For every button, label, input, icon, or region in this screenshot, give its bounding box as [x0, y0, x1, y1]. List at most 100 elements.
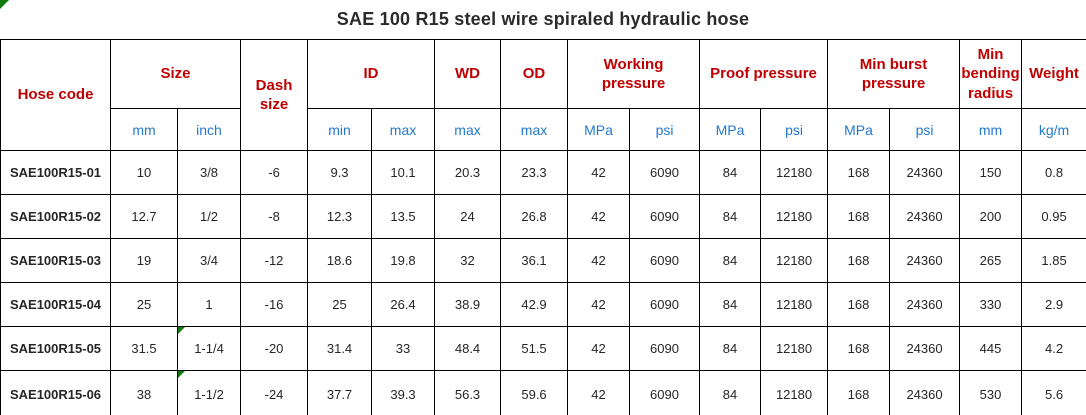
value-cell: 12180 [760, 326, 829, 371]
value-cell: 51.5 [500, 326, 569, 371]
value-cell: 20.3 [434, 150, 502, 195]
value-cell: -8 [240, 194, 309, 239]
value-cell: 38 [110, 370, 178, 415]
unit-header-wp-psi: psi [629, 108, 701, 151]
value-label: 31.4 [326, 341, 353, 356]
hose-code-label: SAE100R15-03 [9, 253, 102, 268]
unit-label: inch [196, 121, 222, 138]
value-cell: 2.9 [1021, 282, 1086, 327]
value-label: 6090 [650, 209, 679, 224]
hose-code-cell: SAE100R15-01 [0, 150, 111, 195]
value-cell: 24360 [889, 238, 961, 283]
value-label: 168 [847, 253, 870, 268]
value-label: 6090 [650, 297, 679, 312]
value-label: 200 [979, 209, 1002, 224]
value-cell: 25 [110, 282, 178, 327]
excel-flag-icon [178, 371, 185, 378]
value-cell: 42.9 [500, 282, 569, 327]
value-label: 42.9 [521, 297, 547, 312]
value-cell: 19.8 [371, 238, 436, 283]
value-cell: 1-1/4 [176, 326, 242, 371]
value-cell: 18.6 [307, 238, 373, 283]
value-label: 25 [332, 297, 347, 312]
excel-flag-icon [178, 327, 185, 334]
value-cell: 5.6 [1021, 370, 1086, 415]
value-label: 10 [136, 165, 152, 180]
col-header-label: Hose code [17, 86, 94, 104]
value-label: 84 [722, 253, 738, 268]
value-label: 42 [591, 253, 606, 268]
value-cell: 168 [827, 238, 891, 283]
value-label: 4.2 [1044, 341, 1064, 356]
value-label: 48.4 [454, 341, 481, 356]
value-label: 24360 [906, 341, 943, 356]
value-label: -20 [264, 341, 284, 356]
value-cell: 42 [567, 282, 631, 327]
value-label: 3/8 [199, 165, 219, 180]
unit-header-wp-mpa: MPa [567, 108, 631, 151]
value-label: 42 [591, 386, 606, 402]
value-cell: 42 [567, 194, 631, 239]
col-header-label: Weight [1029, 65, 1079, 83]
value-label: 42 [591, 341, 606, 356]
value-cell: 168 [827, 370, 891, 415]
unit-label: max [454, 121, 481, 138]
value-label: 5.6 [1044, 386, 1064, 402]
value-cell: 6090 [629, 326, 701, 371]
value-cell: 530 [959, 370, 1023, 415]
col-header-hose-code: Hose code [0, 39, 111, 151]
value-label: 39.3 [390, 386, 416, 402]
col-header-label: Size [160, 65, 191, 83]
unit-header-od-max: max [500, 108, 569, 151]
value-cell: 1/2 [176, 194, 242, 239]
value-cell: -24 [240, 370, 309, 415]
value-label: 168 [847, 297, 870, 312]
value-label: 84 [722, 386, 738, 402]
value-label: 12180 [775, 386, 813, 402]
value-label: 1-1/4 [194, 341, 224, 356]
value-label: 330 [979, 297, 1002, 312]
value-label: 42 [591, 209, 606, 224]
hose-code-label: SAE100R15-05 [9, 341, 102, 356]
value-cell: 265 [959, 238, 1023, 283]
value-cell: 24360 [889, 370, 961, 415]
unit-label: max [520, 121, 548, 138]
value-label: 12180 [775, 297, 813, 312]
unit-header-pp-mpa: MPa [699, 108, 762, 151]
value-cell: 23.3 [500, 150, 569, 195]
value-cell: 84 [699, 238, 762, 283]
unit-header-pp-psi: psi [760, 108, 829, 151]
value-cell: 12180 [760, 194, 829, 239]
value-label: 24 [460, 209, 475, 224]
col-header-label: WD [455, 65, 481, 83]
value-cell: 168 [827, 150, 891, 195]
value-label: 265 [979, 253, 1002, 268]
value-cell: 24 [434, 194, 502, 239]
value-cell: 48.4 [434, 326, 502, 371]
col-header-label: Working pressure [601, 55, 666, 93]
value-label: 0.8 [1044, 165, 1064, 180]
page-title: SAE 100 R15 steel wire spiraled hydrauli… [336, 9, 750, 29]
hose-code-cell: SAE100R15-06 [0, 370, 111, 415]
value-cell: 84 [699, 194, 762, 239]
value-label: 1 [205, 297, 213, 312]
value-label: 1-1/2 [194, 386, 224, 402]
value-cell: 24360 [889, 282, 961, 327]
value-label: 26.8 [521, 209, 547, 224]
value-label: 38 [136, 386, 152, 402]
value-cell: 84 [699, 326, 762, 371]
col-header-label: Min burst pressure [859, 55, 928, 93]
col-header-working-pressure: Working pressure [567, 39, 701, 109]
value-label: 37.7 [326, 386, 353, 402]
value-label: 150 [979, 165, 1002, 180]
value-label: 18.6 [326, 253, 353, 268]
value-label: 168 [847, 341, 870, 356]
value-label: 12180 [775, 341, 813, 356]
col-header-id: ID [307, 39, 436, 109]
value-cell: 42 [567, 150, 631, 195]
value-cell: 1-1/2 [176, 370, 242, 415]
value-cell: 200 [959, 194, 1023, 239]
value-label: 0.95 [1041, 209, 1067, 224]
value-label: 168 [847, 165, 870, 180]
value-cell: 12180 [760, 238, 829, 283]
